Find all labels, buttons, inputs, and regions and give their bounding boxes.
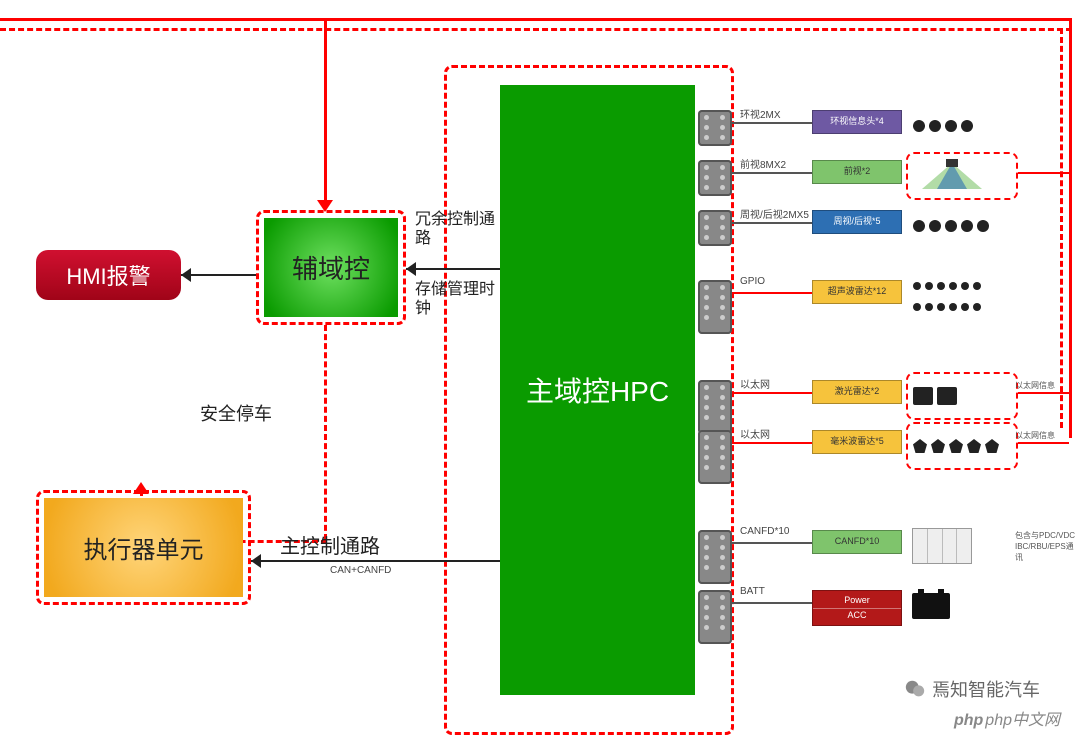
connector-icon	[698, 530, 732, 584]
sensor-group	[912, 156, 1012, 196]
actuator-label: 执行器单元	[84, 530, 204, 565]
safety-stop-label: 安全停车	[200, 400, 272, 426]
hmi-aux-arrow	[181, 268, 191, 282]
row-text: CANFD*10	[740, 526, 820, 537]
module-box: 激光雷达*2	[812, 380, 902, 404]
module-box: 周视/后视*5	[812, 210, 902, 234]
aux-ctrl-box: 辅域控	[264, 218, 398, 317]
safety-stop-v	[324, 325, 327, 540]
row-text: 环视2MX	[740, 106, 820, 121]
bus-right-drop-dashed	[1060, 28, 1063, 428]
row-line	[732, 292, 812, 294]
row-line	[732, 122, 812, 124]
connector-icon	[698, 160, 732, 196]
module-box: CANFD*10	[812, 530, 902, 554]
top-bus-solid	[0, 18, 1072, 21]
module-box: 毫米波雷达*5	[812, 430, 902, 454]
top-bus-dashed	[0, 28, 1072, 31]
sensor-to-bus	[1018, 442, 1069, 444]
connector-icon	[698, 380, 732, 434]
row-text: 以太网	[740, 426, 820, 441]
connector-icon	[698, 430, 732, 484]
main-path-line	[251, 560, 500, 562]
hmi-label: HMI报警	[66, 259, 150, 291]
sensor-group	[912, 276, 982, 316]
sensor-group	[912, 376, 1012, 416]
main-path-arrow	[251, 554, 261, 568]
row-text: GPIO	[740, 276, 820, 287]
row-line	[732, 392, 812, 394]
connector-icon	[698, 280, 732, 334]
row-line	[732, 602, 812, 604]
bus-left-drop	[324, 18, 327, 208]
aux-hpc-line	[406, 268, 500, 270]
hmi-aux-line	[181, 274, 256, 276]
bus-right-drop-solid	[1069, 18, 1072, 438]
tail-label: 以太网信息	[1015, 380, 1075, 391]
tail-label: 以太网信息	[1015, 430, 1075, 441]
row-line	[732, 442, 812, 444]
connector-icon	[698, 210, 732, 246]
module-box: 前视*2	[812, 160, 902, 184]
row-line	[732, 222, 812, 224]
connector-icon	[698, 590, 732, 644]
sensor-to-bus	[1018, 172, 1069, 174]
sensor-group	[912, 526, 1012, 566]
redundant-label: 冗余控制通路	[415, 210, 495, 248]
module-box: 环视信息头*4	[812, 110, 902, 134]
php-watermark: phpphp中文网	[954, 706, 1060, 730]
sensor-group	[912, 206, 1012, 246]
sensor-group	[912, 106, 1012, 146]
aux-ctrl-label: 辅域控	[292, 249, 370, 286]
aux-hpc-arrow	[406, 262, 416, 276]
row-line	[732, 172, 812, 174]
sensor-group	[912, 426, 1012, 466]
module-box: 超声波雷达*12	[812, 280, 902, 304]
storage-label: 存储管理时钟	[415, 280, 495, 318]
tail-label: 包含与PDC/VDC IBC/RBU/EPS通讯	[1015, 530, 1075, 563]
main-path-label: 主控制通路	[280, 530, 380, 559]
row-text: 周视/后视2MX5	[740, 206, 820, 221]
wechat-icon	[904, 678, 926, 700]
actuator-box: 执行器单元	[44, 498, 243, 597]
row-text: 前视8MX2	[740, 156, 820, 171]
hmi-box: HMI报警	[36, 250, 181, 300]
wechat-watermark: 焉知智能汽车	[904, 676, 1040, 702]
module-box: PowerACC	[812, 590, 902, 626]
connector-icon	[698, 110, 732, 146]
can-label: CAN+CANFD	[330, 565, 391, 576]
hpc-label: 主域控HPC	[526, 370, 669, 410]
row-line	[732, 542, 812, 544]
sensor-group	[912, 586, 1012, 626]
hpc-box: 主域控HPC	[500, 85, 695, 695]
sensor-to-bus	[1018, 392, 1069, 394]
row-text: 以太网	[740, 376, 820, 391]
row-text: BATT	[740, 586, 820, 597]
